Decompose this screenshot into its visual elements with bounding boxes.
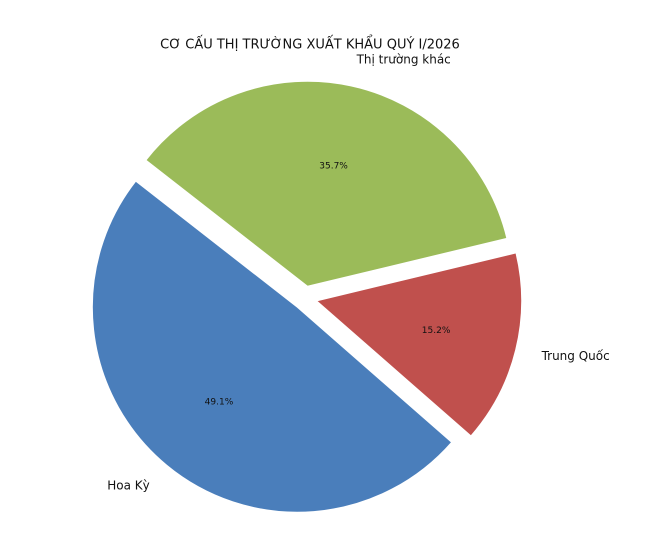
pie-slice bbox=[145, 80, 508, 287]
value-label: 49.1% bbox=[205, 398, 234, 408]
category-label: Hoa Kỳ bbox=[107, 478, 150, 492]
pie-slice bbox=[91, 180, 453, 513]
value-label: 15.2% bbox=[422, 326, 451, 336]
category-label: Trung Quốc bbox=[541, 349, 610, 363]
value-label: 35.7% bbox=[319, 162, 348, 172]
category-label: Thị trường khác bbox=[356, 52, 451, 66]
pie-slice bbox=[315, 252, 523, 437]
chart-title: CƠ CẤU THỊ TRƯỜNG XUẤT KHẨU QUÝ I/2026 bbox=[160, 36, 460, 53]
